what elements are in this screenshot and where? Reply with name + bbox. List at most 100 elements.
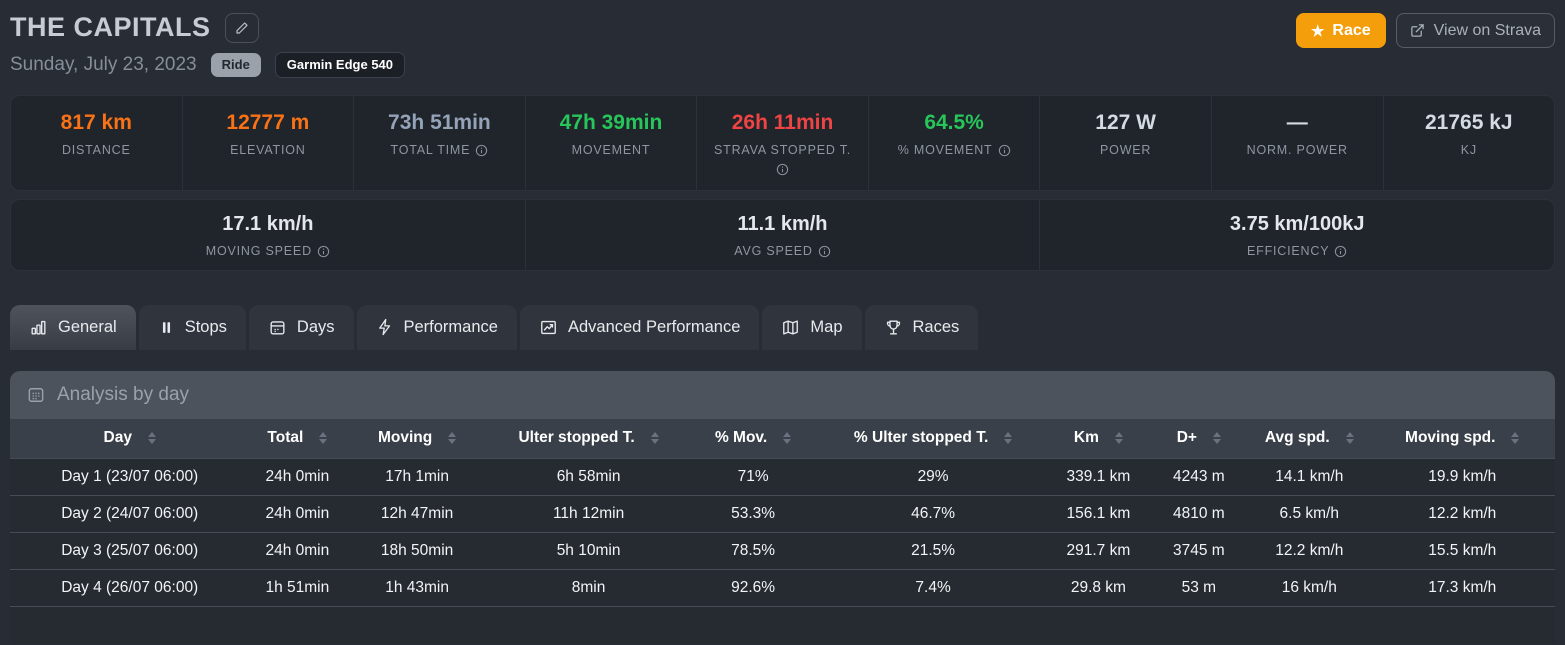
stat-norm-power: — NORM. POWER xyxy=(1212,95,1384,190)
cell-km: 29.8 km xyxy=(1048,569,1149,608)
cell-moving-spd: 17.3 km/h xyxy=(1369,569,1555,608)
cell-percent-mov: 92.6% xyxy=(688,569,818,608)
pause-icon xyxy=(158,319,175,336)
column-header-ulter-stopped[interactable]: Ulter stopped T. xyxy=(488,418,689,459)
cell-percent-ulter-stopped: 29% xyxy=(817,458,1049,496)
sort-arrows-icon xyxy=(319,432,328,445)
stat-label: POWER xyxy=(1100,142,1152,157)
tab-days[interactable]: Days xyxy=(248,304,354,350)
tab-map[interactable]: Map xyxy=(762,304,862,350)
cell-total: 24h 0min xyxy=(249,458,346,496)
cell-moving: 18h 50min xyxy=(345,532,489,570)
stat-label: AVG SPEED xyxy=(734,243,813,258)
column-header-km[interactable]: Km xyxy=(1048,418,1149,459)
sort-arrows-icon xyxy=(650,432,659,445)
cell-ulter-stopped: 6h 58min xyxy=(488,458,689,496)
stat-value: 11.1 km/h xyxy=(737,212,828,235)
cell-day: Day 2 (24/07 06:00) xyxy=(10,495,250,533)
panel-header: Analysis by day xyxy=(10,370,1555,419)
stat-moving-speed: 17.1 km/h MOVING SPEED xyxy=(11,199,526,270)
info-icon[interactable] xyxy=(818,245,831,258)
trophy-icon xyxy=(884,318,903,337)
stats-speed-card: 17.1 km/h MOVING SPEED 11.1 km/h AVG SPE… xyxy=(10,198,1555,271)
cell-percent-ulter-stopped: 21.5% xyxy=(817,532,1049,570)
cell-day: Day 1 (23/07 06:00) xyxy=(10,458,250,496)
info-icon[interactable] xyxy=(475,144,488,157)
column-header-percent-mov[interactable]: % Mov. xyxy=(688,418,818,459)
column-header-total[interactable]: Total xyxy=(249,418,346,459)
topbar-actions: ★ Race View on Strava xyxy=(1295,12,1555,78)
tab-advanced-performance[interactable]: Advanced Performance xyxy=(519,304,760,350)
tab-bar: General Stops Days Performance Advanced … xyxy=(10,304,1555,350)
analysis-table: Day Total Moving Ulter stopped T. % Mov.… xyxy=(10,418,1555,608)
cell-dplus: 53 m xyxy=(1148,569,1250,608)
race-button-label: Race xyxy=(1332,21,1371,39)
stat-label: NORM. POWER xyxy=(1246,142,1348,157)
tab-performance[interactable]: Performance xyxy=(356,304,517,350)
device-badge: Garmin Edge 540 xyxy=(274,52,406,78)
stat-avg-speed: 11.1 km/h AVG SPEED xyxy=(526,199,1041,270)
info-icon[interactable] xyxy=(1334,245,1347,258)
stat-efficiency: 3.75 km/100kJ EFFICIENCY xyxy=(1040,200,1554,270)
stat-value: 17.1 km/h xyxy=(222,212,314,235)
stats-summary-card: 817 km DISTANCE 12777 m ELEVATION 73h 51… xyxy=(10,94,1555,191)
tab-races[interactable]: Races xyxy=(864,304,979,350)
column-header-day[interactable]: Day xyxy=(10,418,250,459)
stat-value: 12777 m xyxy=(226,110,310,134)
table-row-day4: Day 4 (26/07 06:00) 1h 51min 1h 43min 8m… xyxy=(10,569,1555,608)
table-header-row: Day Total Moving Ulter stopped T. % Mov.… xyxy=(10,418,1555,459)
column-header-dplus[interactable]: D+ xyxy=(1148,418,1250,459)
cell-ulter-stopped: 11h 12min xyxy=(488,495,689,533)
view-on-strava-button[interactable]: View on Strava xyxy=(1395,13,1555,48)
stat-label: EFFICIENCY xyxy=(1247,243,1330,258)
stat-label: MOVING SPEED xyxy=(205,243,312,258)
stat-value: 817 km xyxy=(60,110,132,134)
cell-moving: 12h 47min xyxy=(345,495,489,533)
table-row-day2: Day 2 (24/07 06:00) 24h 0min 12h 47min 1… xyxy=(10,495,1555,533)
activity-date: Sunday, July 23, 2023 xyxy=(10,53,197,75)
tab-stops[interactable]: Stops xyxy=(138,304,246,350)
info-icon[interactable] xyxy=(317,245,330,258)
edit-title-button[interactable] xyxy=(224,12,259,43)
cell-ulter-stopped: 5h 10min xyxy=(488,532,689,570)
stat-power: 127 W POWER xyxy=(1040,95,1212,190)
column-header-moving[interactable]: Moving xyxy=(345,418,489,459)
activity-type-badge: Ride xyxy=(210,53,261,77)
tab-label: Advanced Performance xyxy=(567,317,741,336)
cell-percent-mov: 71% xyxy=(688,458,818,496)
cell-day: Day 4 (26/07 06:00) xyxy=(10,569,250,608)
cell-km: 291.7 km xyxy=(1048,532,1149,570)
sort-arrows-icon xyxy=(783,432,792,445)
cell-km: 156.1 km xyxy=(1048,495,1149,533)
sort-arrows-icon xyxy=(1345,432,1354,445)
tab-label: Races xyxy=(912,317,960,336)
stat-movement: 47h 39min MOVEMENT xyxy=(526,95,698,190)
cell-moving-spd: 19.9 km/h xyxy=(1369,458,1555,496)
panel-title: Analysis by day xyxy=(57,383,190,405)
cell-dplus: 4243 m xyxy=(1148,458,1250,496)
info-icon[interactable] xyxy=(998,144,1011,157)
stat-strava-stopped-time: 26h 11min STRAVA STOPPED T. xyxy=(697,95,869,190)
cell-percent-mov: 78.5% xyxy=(688,532,818,570)
cell-moving-spd: 15.5 km/h xyxy=(1369,532,1555,570)
analysis-panel: Analysis by day Day Total Moving Ulter s… xyxy=(10,370,1555,644)
sort-arrows-icon xyxy=(1212,432,1221,445)
bolt-icon xyxy=(376,318,394,336)
stat-value: 3.75 km/100kJ xyxy=(1229,212,1365,235)
stat-elevation: 12777 m ELEVATION xyxy=(183,95,355,190)
calendar-grid-icon xyxy=(26,385,46,405)
info-icon[interactable] xyxy=(776,163,789,176)
race-button[interactable]: ★ Race xyxy=(1295,13,1386,48)
view-on-strava-label: View on Strava xyxy=(1433,21,1541,39)
stat-label: % MOVEMENT xyxy=(897,142,993,157)
cell-percent-ulter-stopped: 46.7% xyxy=(817,495,1049,533)
cell-percent-mov: 53.3% xyxy=(688,495,818,533)
sort-arrows-icon xyxy=(147,432,156,445)
stat-total-time: 73h 51min TOTAL TIME xyxy=(354,95,526,190)
column-header-percent-ulter-stopped[interactable]: % Ulter stopped T. xyxy=(817,418,1049,459)
stat-value: — xyxy=(1286,110,1308,134)
column-header-moving-spd[interactable]: Moving spd. xyxy=(1369,418,1555,459)
tab-general[interactable]: General xyxy=(10,304,136,350)
stat-value: 127 W xyxy=(1095,110,1156,134)
column-header-avg-spd[interactable]: Avg spd. xyxy=(1249,418,1370,459)
